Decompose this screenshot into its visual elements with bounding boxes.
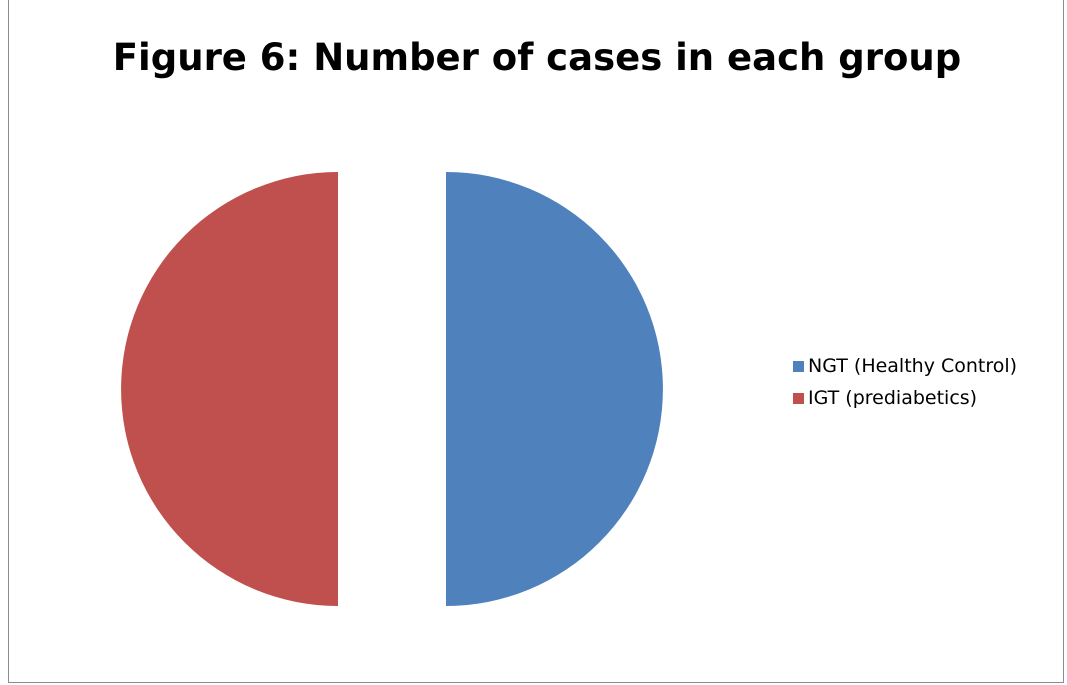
pie-chart [121,172,663,606]
legend-item-igt: IGT (prediabetics) [793,386,1017,410]
pie-slice-ngt [446,172,663,606]
chart-title: Figure 6: Number of cases in each group [112,36,962,79]
legend-item-ngt: NGT (Healthy Control) [793,354,1017,378]
legend-swatch-igt [793,392,804,404]
legend-swatch-ngt [793,360,804,372]
legend: NGT (Healthy Control) IGT (prediabetics) [793,354,1017,418]
legend-label-igt: IGT (prediabetics) [808,387,978,409]
legend-label-ngt: NGT (Healthy Control) [808,355,1018,377]
chart-area: Figure 6: Number of cases in each group … [8,0,1064,683]
pie-slice-igt [121,172,338,606]
